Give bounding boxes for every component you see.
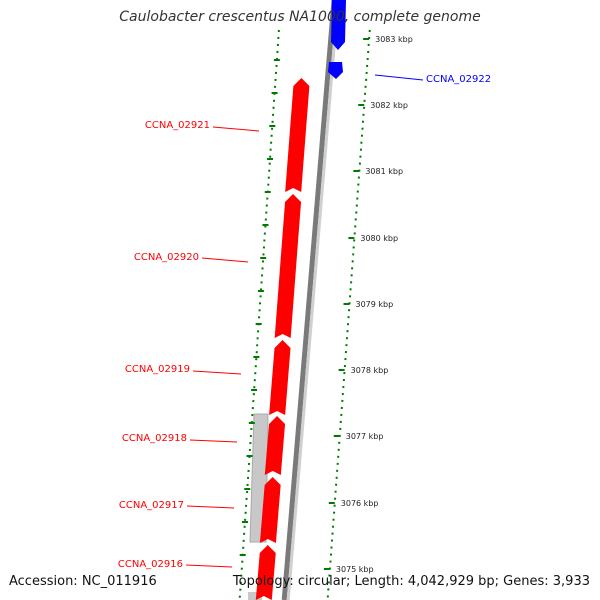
gene-label-leader <box>192 370 242 375</box>
kbp-tick-label: 3075 kbp <box>336 565 374 574</box>
gene-label[interactable]: CCNA_02919 <box>125 364 190 375</box>
backbone-light-line <box>286 0 340 600</box>
gene-label-leader <box>189 439 238 443</box>
forward-gene-arrow <box>255 545 276 600</box>
forward-gene-arrow <box>269 340 291 415</box>
forward-gene-arrow <box>274 194 302 338</box>
forward-gene-arrow <box>264 416 286 475</box>
kbp-tick-label: 3083 kbp <box>375 35 413 44</box>
kbp-tick-label: 3080 kbp <box>360 234 398 243</box>
kbp-tick-label: 3081 kbp <box>365 167 403 176</box>
genome-summary-text: Topology: circular; Length: 4,042,929 bp… <box>232 574 590 589</box>
inner-dotted-circle <box>238 29 280 600</box>
gene-label-leader <box>186 505 235 509</box>
reverse-gene-fragment <box>328 62 343 79</box>
map-title: Caulobacter crescentus NA1000, complete … <box>119 9 481 25</box>
gene-label[interactable]: CCNA_02921 <box>145 120 210 131</box>
gene-label-leader <box>374 74 424 81</box>
dotted-guide-lines <box>238 29 371 600</box>
forward-gene-arrow <box>259 477 281 543</box>
gene-label-leader <box>185 564 233 568</box>
gene-label-leader <box>212 126 260 132</box>
gene-labels: CCNA_02922 CCNA_02921 CCNA_02920 CCNA_02919… <box>118 74 491 570</box>
kbp-ticks: 3083 kbp 3082 kbp 3081 kbp 3080 kbp 3079 kbp… <box>239 35 413 574</box>
gene-label[interactable]: CCNA_02917 <box>119 500 184 511</box>
genome-backbone <box>281 0 340 600</box>
gene-label[interactable]: CCNA_02918 <box>122 433 187 444</box>
accession-text: Accession: NC_011916 <box>9 574 157 589</box>
gene-label[interactable]: CCNA_02922 <box>426 74 491 85</box>
gene-label[interactable]: CCNA_02920 <box>134 252 199 263</box>
kbp-tick-label: 3079 kbp <box>356 300 394 309</box>
kbp-tick-label: 3076 kbp <box>341 499 379 508</box>
reverse-gene-arrow <box>331 0 346 50</box>
gene-label-leader <box>201 257 249 263</box>
kbp-tick-label: 3077 kbp <box>346 432 384 441</box>
feature-track <box>248 0 346 600</box>
forward-gene-arrow <box>285 78 310 192</box>
outer-dotted-circle <box>326 29 371 600</box>
gene-label[interactable]: CCNA_02916 <box>118 559 183 570</box>
backbone-dark-line <box>281 0 337 600</box>
kbp-tick-label: 3078 kbp <box>351 366 389 375</box>
kbp-tick-label: 3082 kbp <box>370 101 408 110</box>
